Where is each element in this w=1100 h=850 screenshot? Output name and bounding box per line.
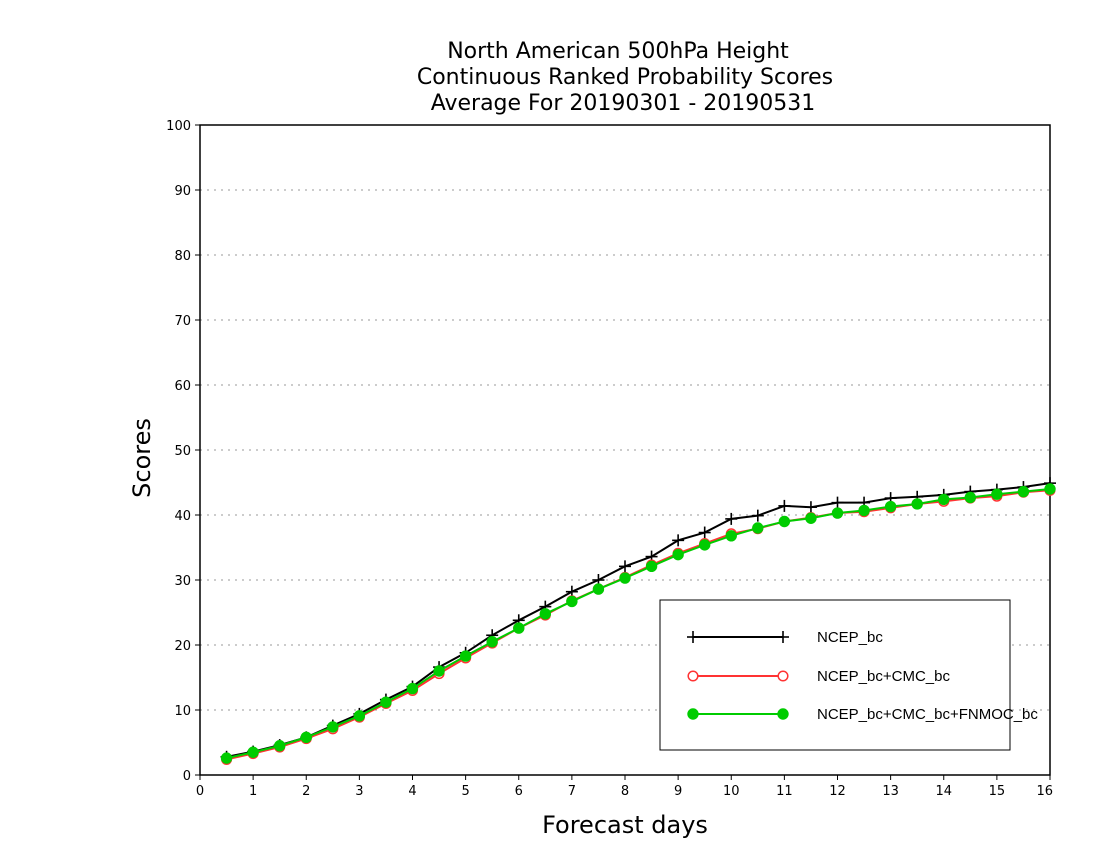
data-point-s2-21 [778, 515, 791, 528]
x-axis-title: Forecast days [542, 811, 708, 839]
title-line-1: North American 500hPa Height [447, 39, 789, 64]
x-tick-label: 16 [1036, 784, 1053, 799]
data-point-s2-0 [220, 752, 233, 764]
x-tick-label: 1 [249, 784, 257, 799]
x-tick-label: 10 [723, 784, 740, 799]
x-tick-label: 3 [355, 784, 363, 799]
data-point-s0-18 [698, 526, 711, 539]
legend-marker-end-2 [777, 708, 789, 720]
x-tick-label: 8 [621, 784, 629, 799]
legend-marker-start-1 [687, 670, 699, 682]
y-tick-label: 10 [174, 704, 191, 719]
x-tick-label: 6 [515, 784, 523, 799]
x-tick-label: 14 [935, 784, 952, 799]
legend-label-2: NCEP_bc+CMC_bc+FNMOC_bc [817, 706, 1038, 723]
x-tick-label: 12 [829, 784, 846, 799]
data-point-s2-17 [672, 548, 684, 561]
title-line-3: Average For 20190301 - 20190531 [431, 91, 816, 116]
data-point-s2-31 [1044, 483, 1056, 495]
legend-label-1: NCEP_bc+CMC_bc [817, 668, 950, 685]
data-point-s2-6 [380, 696, 392, 708]
data-point-s2-5 [353, 710, 366, 722]
data-point-s2-19 [725, 530, 737, 542]
x-tick-label: 11 [776, 784, 793, 799]
data-point-s2-8 [433, 665, 445, 677]
data-point-s2-16 [645, 560, 658, 573]
data-point-s0-19 [725, 512, 738, 525]
legend: NCEP_bc NCEP_bc+CMC_bc NCEP_bc+CMC_bc+FNMO… [659, 599, 1038, 751]
data-point-s0-17 [672, 534, 685, 547]
y-tick-label: 80 [174, 249, 191, 264]
chart-title: North American 500hPa Height Continuous … [417, 39, 833, 116]
x-tick-label: 4 [408, 784, 416, 799]
data-point-s2-11 [513, 622, 525, 634]
data-point-s2-14 [592, 583, 605, 595]
data-point-s2-20 [752, 522, 764, 534]
x-tick-label: 9 [674, 784, 682, 799]
data-point-s2-12 [539, 608, 552, 620]
data-point-s2-15 [619, 572, 631, 584]
data-point-s0-23 [831, 496, 844, 509]
data-point-s2-30 [1017, 485, 1030, 498]
data-point-s2-23 [831, 507, 844, 519]
data-point-s2-13 [566, 595, 578, 608]
legend-marker-start-2 [687, 708, 699, 720]
y-tick-label: 70 [174, 314, 191, 329]
y-tick-label: 90 [174, 184, 191, 199]
x-tick-label: 15 [989, 784, 1006, 799]
data-point-s2-7 [406, 682, 419, 695]
y-tick-label: 100 [166, 119, 191, 134]
x-tick-label: 13 [882, 784, 899, 799]
data-point-s0-22 [804, 501, 817, 514]
x-tick-label: 7 [568, 784, 576, 799]
legend-marker-start-0 [687, 631, 699, 643]
y-tick-label: 20 [174, 639, 191, 654]
title-line-2: Continuous Ranked Probability Scores [417, 65, 833, 90]
data-point-s0-20 [751, 509, 764, 522]
series-lines [220, 477, 1056, 765]
data-point-s2-27 [938, 493, 950, 506]
data-point-s2-26 [911, 498, 923, 510]
data-point-s2-29 [991, 488, 1003, 500]
y-tick-label: 30 [174, 574, 191, 589]
data-point-s2-9 [459, 650, 472, 662]
data-point-s2-28 [964, 491, 977, 504]
data-point-s0-15 [619, 560, 631, 573]
data-point-s2-25 [884, 500, 897, 513]
data-point-s2-10 [486, 636, 498, 648]
x-tick-label: 2 [302, 784, 310, 799]
legend-marker-end-1 [777, 670, 789, 682]
y-tick-label: 60 [174, 379, 191, 394]
y-tick-label: 50 [174, 444, 191, 459]
series-2 [220, 483, 1056, 764]
x-tick-label: 5 [461, 784, 469, 799]
data-point-s2-4 [327, 721, 339, 733]
data-point-s2-24 [858, 504, 870, 517]
data-point-s2-3 [300, 731, 312, 743]
x-tick-label: 0 [196, 784, 204, 799]
data-point-s2-22 [805, 512, 817, 524]
y-axis-title: Scores [128, 418, 156, 498]
data-point-s2-2 [273, 740, 286, 752]
data-point-s2-18 [698, 539, 711, 551]
data-point-s0-21 [778, 499, 791, 512]
legend-marker-end-0 [777, 631, 789, 643]
y-tick-label: 40 [174, 509, 191, 524]
data-point-s2-1 [247, 746, 259, 758]
legend-label-0: NCEP_bc [817, 629, 883, 646]
y-tick-label: 0 [183, 769, 191, 784]
